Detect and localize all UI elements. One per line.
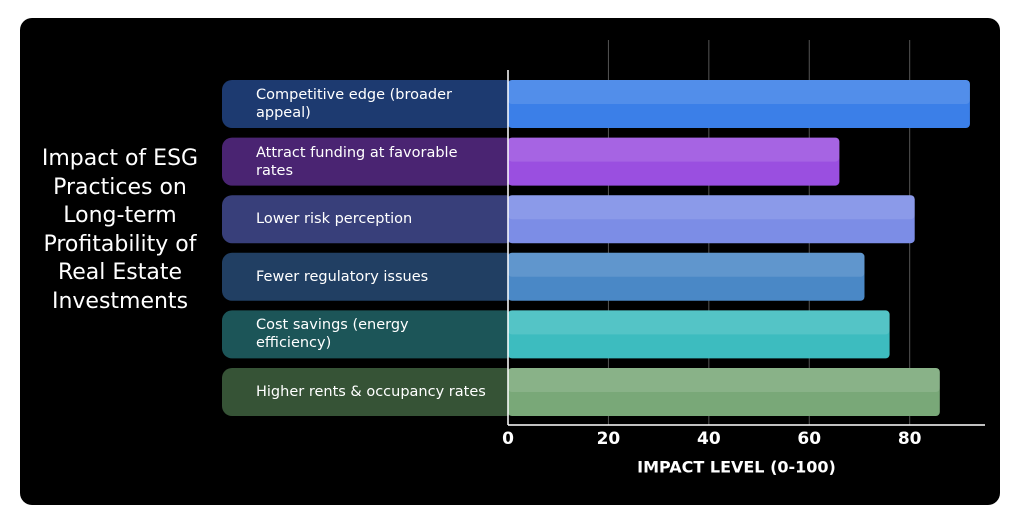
category-label-box [222, 368, 516, 416]
bar [508, 137, 840, 186]
category-label-box [222, 195, 516, 244]
x-tick-label: 40 [697, 429, 721, 449]
category-label-box [222, 252, 516, 301]
y-tick-label: Competitive edge (broader appeal) [256, 87, 452, 121]
x-axis-label: IMPACT LEVEL (0-100) [637, 458, 836, 477]
y-tick-label: Attract funding at favorable rates [256, 144, 458, 179]
chart-title: Impact of ESG Practices on Long-term Pro… [41, 146, 199, 314]
x-tick-label: 60 [797, 429, 821, 449]
bar-highlight [508, 368, 940, 392]
category-label-box [222, 80, 516, 128]
x-tick-label: 0 [502, 429, 514, 449]
y-tick-label: Fewer regulatory issues [256, 268, 429, 285]
bar [508, 252, 865, 301]
bar [508, 310, 890, 359]
category-label-box [222, 137, 516, 186]
x-tick-label: 80 [898, 429, 922, 449]
bar [508, 368, 940, 416]
bar [508, 195, 915, 244]
x-tick-label: 20 [597, 429, 621, 449]
bar [508, 80, 970, 128]
category-label-box [222, 310, 516, 359]
y-tick-label: Higher rents & occupancy rates [256, 384, 486, 400]
bar-highlight [508, 195, 915, 220]
y-tick-label: Cost savings (energy efficiency) [256, 317, 409, 352]
y-tick-label: Lower risk perception [256, 211, 413, 228]
bar-highlight [508, 80, 970, 104]
bar-highlight [508, 137, 840, 162]
bar-highlight [508, 252, 865, 277]
bar-highlight [508, 310, 890, 335]
